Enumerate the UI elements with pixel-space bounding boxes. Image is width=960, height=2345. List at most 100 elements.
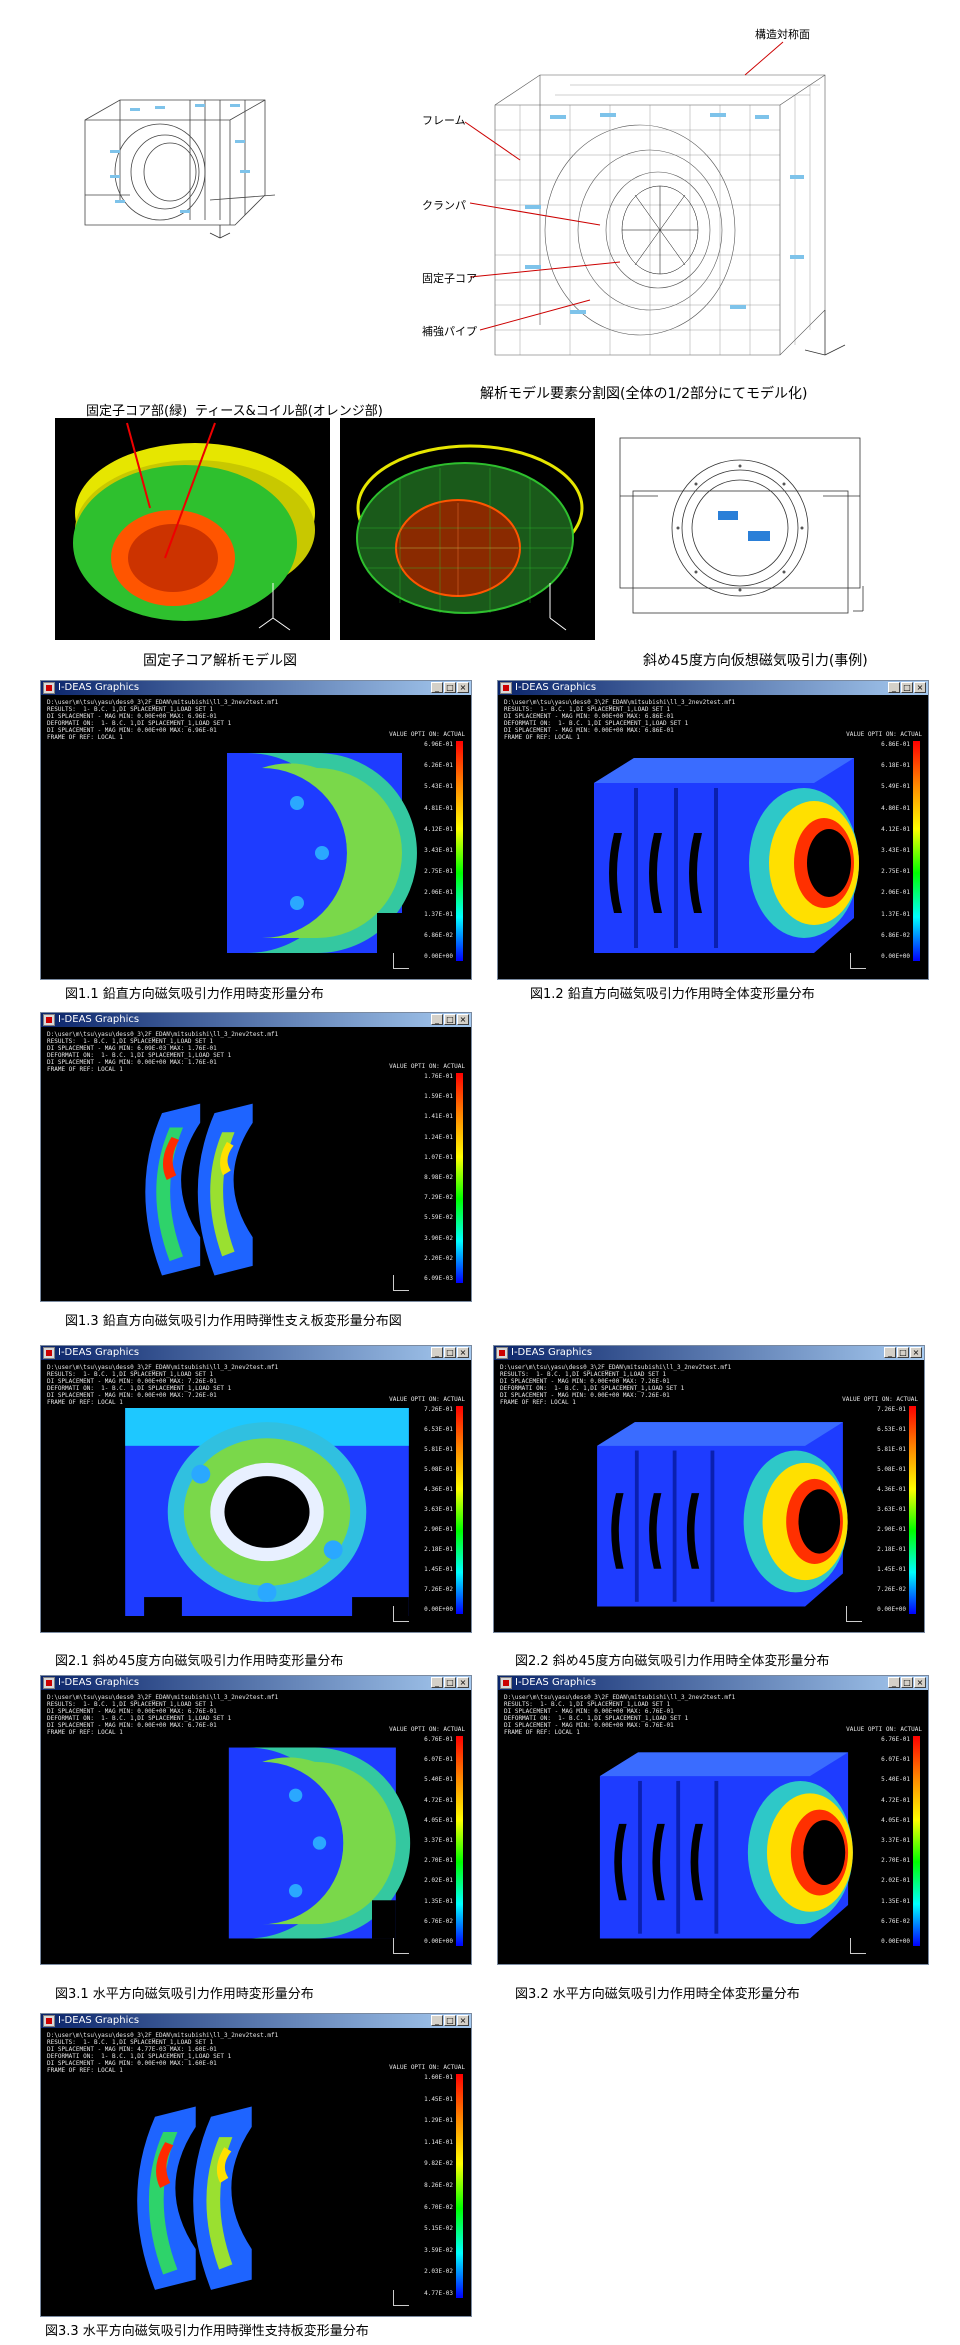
- ideas-graphics-window[interactable]: I-DEAS Graphics _ □ × D:\user\m\tsu\yasu…: [40, 680, 472, 980]
- scale-tick-label: 1.37E-01: [424, 910, 453, 918]
- color-scale-ticks: 7.26E-01 6.53E-01 5.81E-01 5.08E-01 4.36E-01…: [870, 1406, 906, 1614]
- scale-tick-label: 6.76E-01: [424, 1736, 453, 1743]
- scale-tick-label: 3.63E-01: [877, 1506, 906, 1513]
- maximize-button[interactable]: □: [444, 1347, 456, 1358]
- scale-tick-label: 6.76E-02: [881, 1917, 910, 1925]
- fem-contour-plot: [101, 743, 433, 967]
- scale-tick-label: 5.40E-01: [881, 1776, 910, 1784]
- close-button[interactable]: ×: [457, 1347, 469, 1358]
- close-button[interactable]: ×: [914, 682, 926, 693]
- maximize-button[interactable]: □: [444, 2015, 456, 2026]
- close-button[interactable]: ×: [914, 1677, 926, 1688]
- top-right-mesh-drawing: [480, 55, 860, 375]
- scale-tick-label: 1.59E-01: [424, 1093, 453, 1101]
- scale-tick-label: 7.26E-01: [877, 1406, 906, 1413]
- scale-tick-label: 3.59E-02: [424, 2246, 453, 2254]
- app-icon: [500, 1677, 512, 1689]
- minimize-button[interactable]: _: [884, 1347, 896, 1358]
- fem-contour-plot: [558, 743, 890, 967]
- minimize-button[interactable]: _: [431, 1347, 443, 1358]
- scale-tick-label: 1.41E-01: [424, 1113, 453, 1121]
- window-title-bar[interactable]: I-DEAS Graphics _ □ ×: [41, 681, 471, 695]
- window-title-bar[interactable]: I-DEAS Graphics _ □ ×: [498, 1676, 928, 1690]
- scale-tick-label: 5.59E-02: [424, 1214, 453, 1222]
- stator-core-mesh-model: [340, 418, 595, 640]
- color-scale-bar: [456, 1406, 463, 1614]
- figure-caption: 図1.3 鉛直方向磁気吸引力作用時弾性支え板変形量分布図: [65, 1314, 402, 1329]
- minimize-button[interactable]: _: [888, 1677, 900, 1688]
- maximize-button[interactable]: □: [901, 1677, 913, 1688]
- scale-tick-label: 5.81E-01: [877, 1446, 906, 1453]
- scale-tick-label: 7.26E-02: [877, 1586, 906, 1593]
- top-left-cad-drawing: [70, 80, 280, 240]
- mesh-model-wireframe: [494, 74, 846, 356]
- ideas-graphics-window[interactable]: I-DEAS Graphics _ □ × D:\user\m\tsu\yasu…: [40, 1012, 472, 1302]
- label-teeth-coil-orange: ティース&コイル部(オレンジ部): [195, 404, 383, 419]
- close-button[interactable]: ×: [457, 2015, 469, 2026]
- scale-tick-label: 6.18E-01: [881, 762, 910, 770]
- close-button[interactable]: ×: [457, 1677, 469, 1688]
- ideas-graphics-window[interactable]: I-DEAS Graphics _ □ × D:\user\m\tsu\yasu…: [40, 2013, 472, 2317]
- ideas-graphics-window[interactable]: I-DEAS Graphics _ □ × D:\user\m\tsu\yasu…: [40, 1345, 472, 1633]
- maximize-button[interactable]: □: [444, 1014, 456, 1025]
- scale-tick-label: 2.18E-01: [877, 1546, 906, 1553]
- scale-tick-label: 0.00E+00: [424, 953, 453, 960]
- close-button[interactable]: ×: [457, 1014, 469, 1025]
- ideas-graphics-window[interactable]: I-DEAS Graphics _ □ × D:\user\m\tsu\yasu…: [497, 1675, 929, 1965]
- color-scale-ticks: 6.76E-01 6.07E-01 5.40E-01 4.72E-01 4.05E-01…: [417, 1736, 453, 1946]
- scale-tick-label: 4.81E-01: [424, 804, 453, 812]
- coordinate-axis-icon: [393, 1606, 409, 1622]
- window-title-bar[interactable]: I-DEAS Graphics _ □ ×: [498, 681, 928, 695]
- solid-model-render: [73, 422, 315, 631]
- scale-tick-label: 6.09E-03: [424, 1275, 453, 1282]
- figure-caption: 図3.3 水平方向磁気吸引力作用時弾性支持板変形量分布: [45, 2324, 369, 2339]
- scale-tick-label: 8.26E-02: [424, 2182, 453, 2189]
- scale-tick-label: 2.18E-01: [424, 1546, 453, 1553]
- ideas-graphics-window[interactable]: I-DEAS Graphics _ □ × D:\user\m\tsu\yasu…: [40, 1675, 472, 1965]
- scale-tick-label: 4.12E-01: [424, 825, 453, 833]
- window-title-bar[interactable]: I-DEAS Graphics _ □ ×: [41, 1676, 471, 1690]
- callout-stator-core: 固定子コア: [422, 272, 477, 285]
- color-scale-ticks: 6.76E-01 6.07E-01 5.40E-01 4.72E-01 4.05E-01…: [874, 1736, 910, 1946]
- window-title-bar[interactable]: I-DEAS Graphics _ □ ×: [494, 1346, 924, 1360]
- color-scale-ticks: 1.76E-01 1.59E-01 1.41E-01 1.24E-01 1.07E-01…: [417, 1073, 453, 1283]
- caption-stator-model: 固定子コア解析モデル図: [143, 653, 297, 669]
- caption-force-example: 斜め45度方向仮想磁気吸引力(事例): [643, 653, 868, 669]
- scale-tick-label: 6.76E-02: [424, 1917, 453, 1925]
- results-header-text: D:\user\m\tsu\yasu\dess0_3\2F_EDAN\mitsu…: [47, 1031, 279, 1073]
- ideas-graphics-window[interactable]: I-DEAS Graphics _ □ × D:\user\m\tsu\yasu…: [497, 680, 929, 980]
- minimize-button[interactable]: _: [431, 1677, 443, 1688]
- minimize-button[interactable]: _: [431, 2015, 443, 2026]
- close-button[interactable]: ×: [457, 682, 469, 693]
- scale-tick-label: 6.86E-02: [881, 931, 910, 939]
- coordinate-axis-icon: [850, 1938, 866, 1954]
- color-scale-bar: [913, 741, 920, 961]
- scale-tick-label: 3.37E-01: [424, 1837, 453, 1844]
- coordinate-axis-icon: [393, 953, 409, 969]
- callout-frame: フレーム: [422, 114, 466, 127]
- results-header-text: D:\user\m\tsu\yasu\dess0_3\2F_EDAN\mitsu…: [47, 699, 279, 741]
- close-button[interactable]: ×: [910, 1347, 922, 1358]
- ideas-graphics-window[interactable]: I-DEAS Graphics _ □ × D:\user\m\tsu\yasu…: [493, 1345, 925, 1633]
- window-title-bar[interactable]: I-DEAS Graphics _ □ ×: [41, 1013, 471, 1027]
- window-title-bar[interactable]: I-DEAS Graphics _ □ ×: [41, 2014, 471, 2028]
- callout-leaders: [464, 41, 784, 331]
- maximize-button[interactable]: □: [444, 682, 456, 693]
- scale-tick-label: 6.53E-01: [424, 1426, 453, 1433]
- maximize-button[interactable]: □: [444, 1677, 456, 1688]
- scale-tick-label: 2.06E-01: [424, 889, 453, 897]
- color-scale-ticks: 7.26E-01 6.53E-01 5.81E-01 5.08E-01 4.36E-01…: [417, 1406, 453, 1614]
- scale-tick-label: 1.24E-01: [424, 1133, 453, 1141]
- scale-tick-label: 7.26E-02: [424, 1586, 453, 1593]
- minimize-button[interactable]: _: [431, 682, 443, 693]
- stator-frame-wireframe: [84, 99, 276, 239]
- maximize-button[interactable]: □: [901, 682, 913, 693]
- minimize-button[interactable]: _: [888, 682, 900, 693]
- scale-tick-label: 8.98E-02: [424, 1174, 453, 1181]
- window-title: I-DEAS Graphics: [58, 2015, 140, 2026]
- minimize-button[interactable]: _: [431, 1014, 443, 1025]
- scale-tick-label: 2.02E-01: [424, 1877, 453, 1885]
- maximize-button[interactable]: □: [897, 1347, 909, 1358]
- window-title-bar[interactable]: I-DEAS Graphics _ □ ×: [41, 1346, 471, 1360]
- fem-contour-plot: [558, 1738, 890, 1952]
